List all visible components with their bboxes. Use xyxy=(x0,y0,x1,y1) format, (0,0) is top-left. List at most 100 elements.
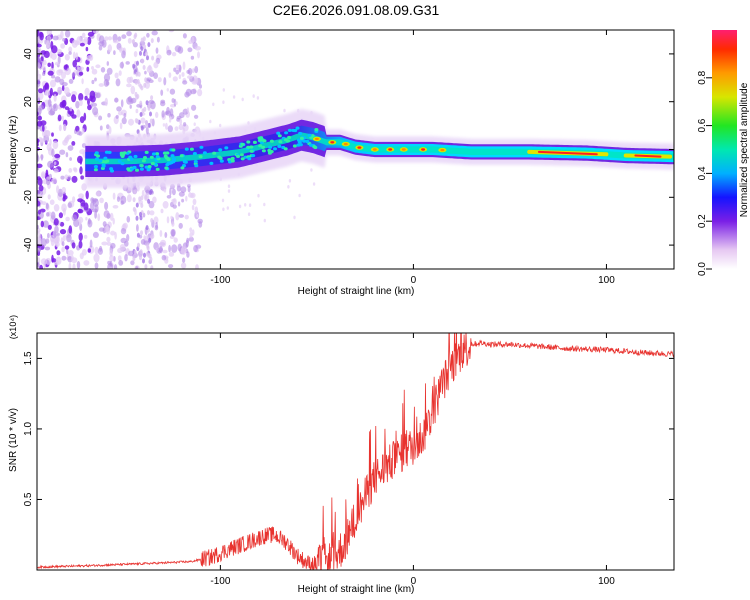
x-tick-label: 100 xyxy=(598,576,615,587)
noise-speckle xyxy=(51,132,54,136)
ridge-blob xyxy=(102,164,106,167)
noise-speckle xyxy=(133,197,136,202)
noise-speckle xyxy=(97,213,100,221)
noise-speckle xyxy=(78,217,83,224)
ridge-hot-core xyxy=(388,148,392,150)
noise-speckle xyxy=(151,56,154,61)
noise-speckle xyxy=(135,118,138,123)
noise-speckle xyxy=(196,214,198,218)
noise-speckle xyxy=(148,65,151,71)
noise-speckle xyxy=(48,110,54,115)
noise-speckle xyxy=(87,55,92,61)
noise-speckle xyxy=(253,94,255,98)
noise-speckle xyxy=(134,33,137,38)
ridge-blob xyxy=(251,154,255,157)
noise-speckle xyxy=(187,107,189,113)
noise-speckle xyxy=(86,47,89,51)
ridge-blob xyxy=(108,151,112,154)
noise-speckle xyxy=(39,32,44,40)
noise-speckle xyxy=(140,249,143,254)
ridge-blob xyxy=(130,168,134,171)
noise-speckle xyxy=(50,235,55,242)
ridge-blob xyxy=(224,146,228,149)
noise-speckle xyxy=(95,262,99,269)
ridge-blob xyxy=(209,162,213,165)
noise-speckle xyxy=(74,168,78,172)
ridge-blob xyxy=(140,164,144,167)
noise-speckle xyxy=(62,38,66,42)
noise-speckle xyxy=(180,127,182,131)
noise-speckle xyxy=(182,80,187,84)
noise-speckle xyxy=(126,84,132,88)
noise-speckle xyxy=(47,63,51,67)
noise-speckle xyxy=(115,73,119,79)
noise-speckle xyxy=(92,209,98,213)
snr-scale-label: (x10⁴) xyxy=(8,315,18,339)
noise-speckle xyxy=(114,98,119,103)
noise-speckle xyxy=(106,213,110,219)
ridge-blob xyxy=(150,156,154,159)
noise-speckle xyxy=(92,103,97,107)
noise-speckle xyxy=(41,154,44,161)
noise-speckle xyxy=(143,36,146,41)
noise-speckle xyxy=(145,51,148,56)
noise-speckle xyxy=(72,242,76,248)
noise-speckle xyxy=(62,256,67,261)
noise-speckle xyxy=(42,125,45,132)
ridge-blob xyxy=(128,156,132,159)
noise-speckle xyxy=(54,204,60,212)
ridge-blob xyxy=(240,153,244,156)
noise-speckle xyxy=(54,168,59,173)
noise-speckle xyxy=(181,263,186,269)
noise-speckle xyxy=(172,189,176,196)
noise-speckle xyxy=(120,122,123,129)
ridge-blob xyxy=(167,158,171,161)
noise-speckle xyxy=(116,115,119,119)
noise-speckle xyxy=(92,107,98,116)
ridge-blob xyxy=(123,151,127,154)
noise-speckle xyxy=(145,120,148,125)
noise-speckle xyxy=(41,171,46,178)
ridge-blob xyxy=(180,154,184,157)
noise-speckle xyxy=(82,128,85,134)
noise-speckle xyxy=(76,130,81,135)
noise-speckle xyxy=(113,50,116,55)
y-tick-label: 0 xyxy=(23,146,34,152)
noise-speckle xyxy=(63,197,66,202)
noise-speckle xyxy=(80,43,85,47)
noise-speckle xyxy=(38,116,42,121)
noise-speckle xyxy=(147,199,150,204)
ridge-blob xyxy=(156,168,160,171)
noise-speckle xyxy=(149,79,154,83)
noise-speckle xyxy=(167,216,170,223)
noise-speckle xyxy=(179,223,183,229)
ridge-blob xyxy=(284,138,288,141)
ridge-blob xyxy=(276,132,280,135)
ridge-blob xyxy=(247,157,251,160)
noise-speckle xyxy=(169,188,171,196)
noise-speckle xyxy=(86,191,89,200)
ridge-blob xyxy=(270,140,274,143)
noise-speckle xyxy=(149,210,154,215)
noise-speckle xyxy=(58,115,62,122)
noise-speckle xyxy=(139,51,142,56)
noise-speckle xyxy=(249,203,251,207)
noise-speckle xyxy=(83,260,89,266)
noise-speckle xyxy=(124,254,128,261)
noise-speckle xyxy=(47,161,53,168)
noise-speckle xyxy=(48,194,51,199)
ridge-blob xyxy=(250,150,254,153)
noise-speckle xyxy=(127,77,132,84)
noise-speckle xyxy=(136,224,139,232)
noise-speckle xyxy=(173,198,177,205)
noise-speckle xyxy=(68,250,74,256)
noise-speckle xyxy=(86,67,89,72)
ridge-blob xyxy=(142,159,146,162)
noise-speckle xyxy=(167,88,169,92)
ridge-blob xyxy=(118,160,122,163)
noise-speckle xyxy=(84,37,88,42)
noise-speckle xyxy=(88,32,94,37)
ridge-blob xyxy=(94,168,98,171)
noise-speckle xyxy=(222,199,224,203)
noise-speckle xyxy=(175,101,177,105)
